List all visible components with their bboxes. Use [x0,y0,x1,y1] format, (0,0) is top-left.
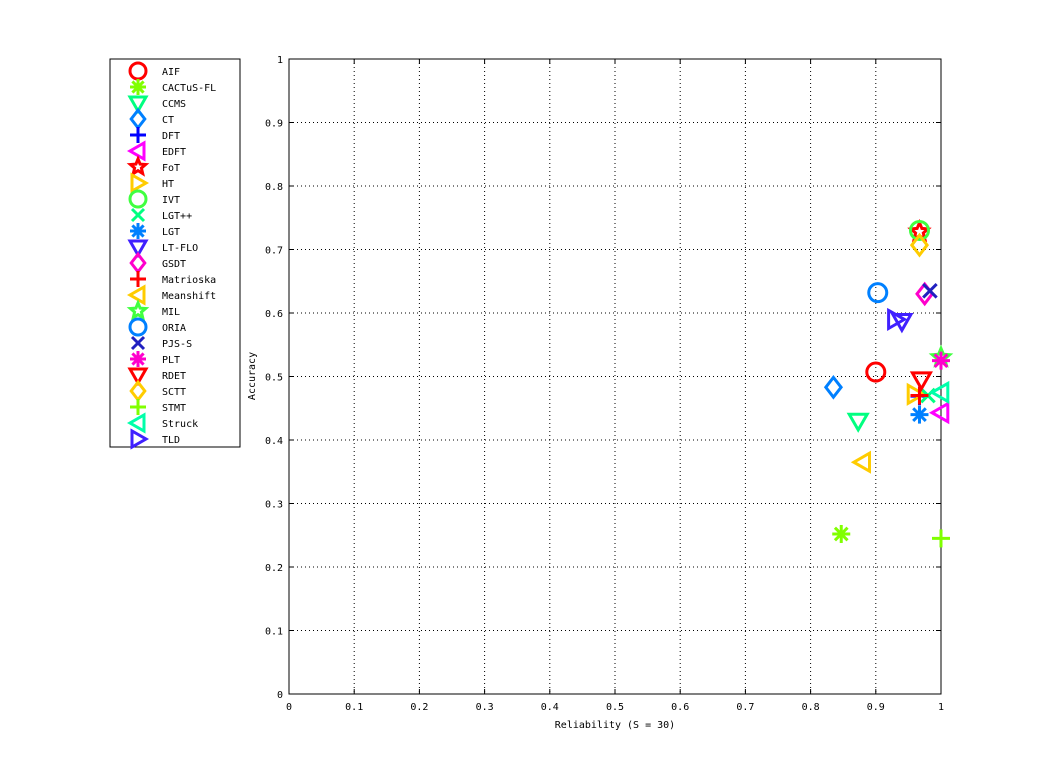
data-point-ccms [846,412,870,433]
data-point-cactus-fl [832,524,851,543]
y-tick-label: 0.6 [265,309,283,320]
y-tick-label: 0.2 [265,563,283,574]
legend-marker-matrioska [130,271,146,287]
legend-marker-lt-flo [127,239,149,259]
data-point-pjs-s [922,282,938,299]
x-tick-label: 0.7 [736,702,754,713]
legend-marker-fot [126,155,150,177]
legend-label-edft: EDFT [162,147,186,158]
legend-label-lt-flo: LT-FLO [162,243,198,254]
x-tick-label: 0.6 [671,702,689,713]
x-tick-label: 0.8 [802,702,820,713]
data-point-rdet [909,371,933,392]
legend-marker-pjs-s [130,335,146,351]
legend-label-meanshift: Meanshift [162,291,216,302]
legend-marker-stmt [130,399,146,415]
legend-label-struck: Struck [162,419,198,430]
legend-marker-lgt- [130,207,146,223]
legend-label-lgt-: LGT++ [162,211,192,222]
legend-label-stmt: STMT [162,403,186,414]
y-tick-label: 0 [277,690,283,701]
legend-marker-struck [126,412,146,434]
legend-marker-ht [130,172,150,194]
plot-area [289,59,941,694]
x-tick-label: 0.4 [541,702,559,713]
legend-marker-mil [126,299,150,321]
legend-label-plt: PLT [162,355,180,366]
legend-marker-cactus-fl [130,79,146,95]
axes [288,58,942,695]
data-point-struck [928,380,950,404]
data-point-sctt [909,232,929,258]
y-tick-label: 1 [277,55,283,66]
data-point-meanshift [850,450,871,474]
legend-marker-oria [128,317,148,337]
legend-label-dft: DFT [162,131,180,142]
legend-marker-meanshift [126,284,146,306]
y-tick-label: 0.4 [265,436,283,447]
legend-marker-ccms [127,95,149,115]
legend-label-ht: HT [162,179,174,190]
data-point-aif [865,361,887,383]
legend-label-rdet: RDET [162,371,186,382]
y-tick-label: 0.5 [265,373,283,384]
y-tick-label: 0.3 [265,500,283,511]
x-tick-label: 1 [938,702,944,713]
y-tick-label: 0.8 [265,182,283,193]
legend-label-aif: AIF [162,67,180,78]
data-point-matrioska [910,386,929,405]
data-point-tld [887,307,908,331]
legend-label-gsdt: GSDT [162,259,186,270]
x-tick-label: 0.2 [410,702,428,713]
legend-label-cactus-fl: CACTuS-FL [162,83,216,94]
x-tick-label: 0.3 [476,702,494,713]
legend-label-ivt: IVT [162,195,180,206]
data-point-ct [823,374,844,400]
data-point-ivt [908,219,930,241]
x-axis-label: Reliability (S = 30) [555,720,675,731]
legend-label-mil: MIL [162,307,180,318]
tick-labels: 0 0.1 0.2 0.3 0.4 0.5 0.6 0.7 0.8 0.9 1 0 0.1 0.2 0.3 0… [265,55,944,713]
legend-marker-edft [126,140,146,162]
legend-label-oria: ORIA [162,323,186,334]
legend-marker-plt [130,351,146,367]
legend-label-pjs-s: PJS-S [162,339,192,350]
x-tick-label: 0.5 [606,702,624,713]
legend-marker-tld [130,428,150,450]
legend-marker-rdet [127,367,149,387]
data-point-plt [932,351,950,370]
legend-label-sctt: SCTT [162,387,186,398]
x-tick-label: 0.1 [345,702,363,713]
x-tick-label: 0 [286,702,292,713]
legend-label-ct: CT [162,115,174,126]
data-point-oria [867,282,889,304]
legend-marker-dft [130,127,146,143]
legend-label-fot: FoT [162,163,180,174]
data-point-ht [906,382,927,406]
legend-label-ccms: CCMS [162,99,186,110]
legend-label-matrioska: Matrioska [162,275,216,286]
y-axis-label: Accuracy [247,352,258,400]
legend-marker-ivt [128,189,148,209]
legend-label-tld: TLD [162,435,180,446]
legend: AIF CACTuS-FL CCMS CT DFT EDFT FoT HT IVT LGT++ LG… [109,58,241,450]
x-tick-label: 0.9 [867,702,885,713]
data-points [823,218,954,548]
y-tick-label: 0.1 [265,627,283,638]
y-tick-label: 0.7 [265,246,283,257]
data-point-lgt [910,405,929,424]
y-tick-label: 0.9 [265,119,283,130]
data-point-stmt [932,529,950,548]
legend-marker-lgt [130,223,146,239]
data-point-edft [928,401,950,425]
legend-label-lgt: LGT [162,227,180,238]
legend-box [109,58,241,448]
